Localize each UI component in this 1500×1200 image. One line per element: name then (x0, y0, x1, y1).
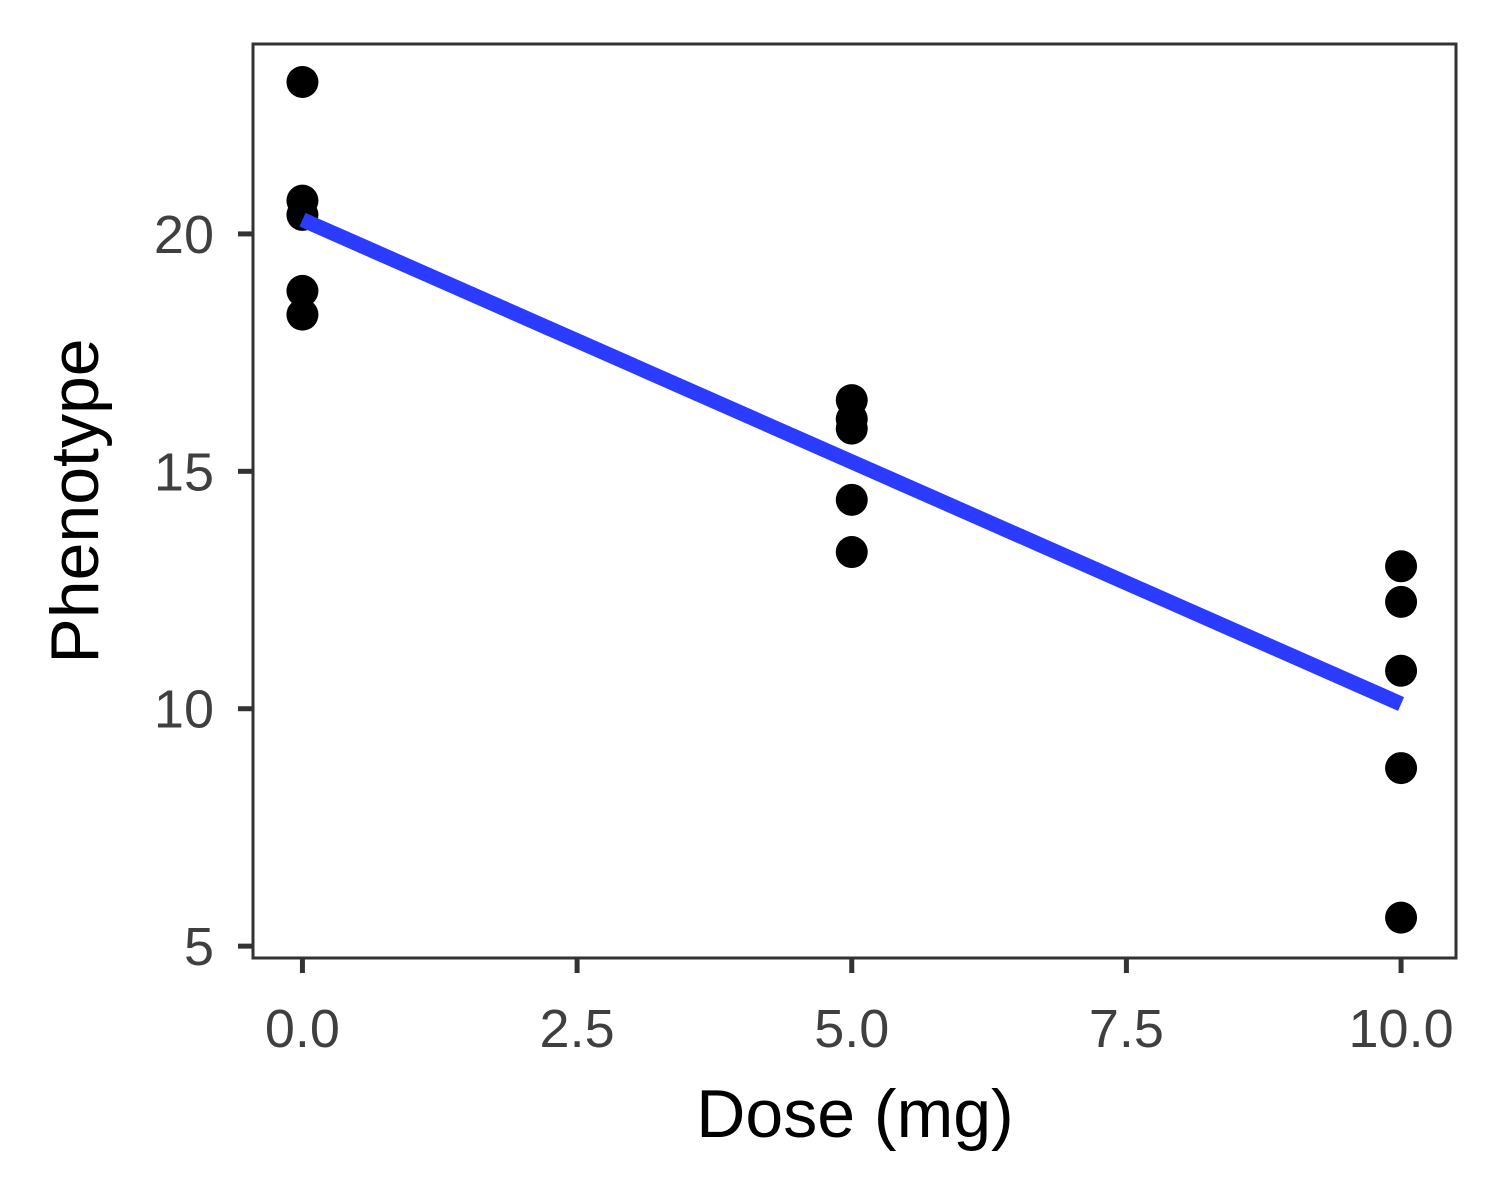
data-point (835, 483, 868, 516)
y-tick-label: 15 (154, 442, 214, 502)
data-point (1385, 752, 1418, 785)
data-point (1385, 585, 1418, 618)
x-tick-label: 7.5 (1089, 999, 1164, 1059)
y-tick-label: 20 (154, 205, 214, 265)
plot-marks (286, 65, 1418, 934)
y-axis-ticks: 5 10 15 20 (154, 205, 253, 977)
x-tick-label: 2.5 (540, 999, 615, 1059)
data-point (286, 65, 319, 98)
regression-line (299, 212, 1405, 711)
x-axis-title: Dose (mg) (696, 1076, 1013, 1152)
x-axis-ticks: 0.0 2.5 5.0 7.5 10.0 (265, 958, 1454, 1059)
x-tick-label: 5.0 (814, 999, 889, 1059)
data-point (286, 298, 319, 331)
data-point (835, 412, 868, 445)
data-point (1385, 901, 1418, 934)
x-tick-label: 0.0 (265, 999, 340, 1059)
y-tick-label: 10 (154, 680, 214, 740)
y-axis-title: Phenotype (37, 338, 113, 663)
y-tick-label: 5 (184, 917, 214, 977)
data-point (1385, 654, 1418, 687)
data-point (1385, 550, 1418, 583)
data-point (286, 274, 319, 307)
data-point (835, 536, 868, 569)
x-tick-label: 10.0 (1349, 999, 1454, 1059)
